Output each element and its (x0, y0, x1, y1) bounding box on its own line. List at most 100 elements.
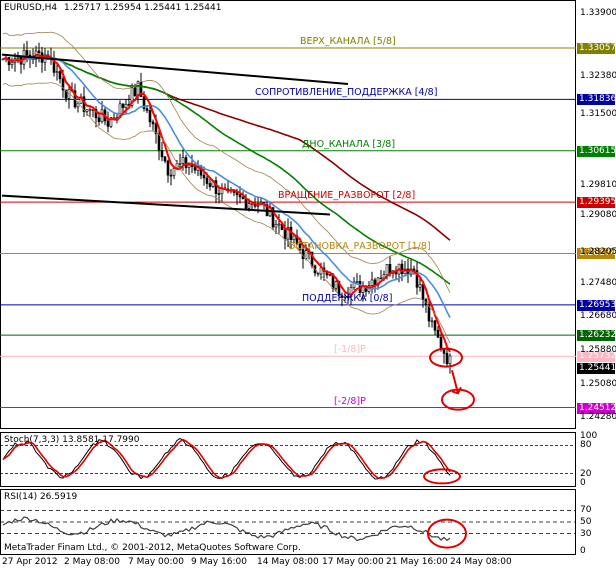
candle-body (298, 243, 302, 250)
price-tick: 1.33900 (580, 7, 616, 18)
candle-body (352, 281, 356, 288)
bollinger-band (2, 82, 451, 344)
candle-body (142, 96, 146, 109)
candle-body (418, 284, 422, 288)
candle-body (340, 295, 344, 298)
level-label: ПОДДЕРЖКА [0/8] (302, 292, 393, 304)
rsi-ellipse (427, 518, 467, 549)
stochastic-pane[interactable] (0, 432, 576, 487)
candle-body (427, 304, 431, 322)
candle-body (214, 180, 218, 194)
candle-body (64, 89, 68, 99)
level-price-tag: 1.29395 (577, 197, 616, 209)
candle-body (271, 207, 275, 228)
candle-body (97, 117, 101, 122)
date-tick: 7 May 00:00 (128, 557, 184, 567)
candle-body (430, 320, 434, 323)
bollinger-band (2, 31, 451, 293)
candle-body (448, 355, 452, 365)
candle-body (10, 61, 14, 66)
candle-body (334, 281, 338, 289)
candle-body (205, 177, 209, 184)
price-chart-pane[interactable] (0, 0, 576, 429)
level-label: ДНО_КАНАЛА [3/8] (302, 138, 396, 150)
candle-body (94, 109, 98, 119)
candle-body (328, 274, 332, 276)
stochastic-title: Stoch(7,3,3) 13.8581 17.7990 (4, 435, 140, 445)
highlight-ellipse (429, 347, 463, 368)
candle-body (274, 224, 278, 228)
candle-body (346, 295, 350, 298)
date-tick: 14 May 08:00 (257, 557, 319, 567)
level-price-tag: 1.25732 (577, 351, 616, 363)
candle-body (244, 198, 248, 209)
stochastic-axis: 100 80 20 0 (576, 431, 616, 488)
candle-body (109, 117, 113, 127)
level-label: [-2/8]P (334, 395, 366, 407)
candle-body (187, 164, 191, 168)
candle-body (178, 163, 182, 165)
candle-body (202, 174, 206, 179)
candle-body (421, 284, 425, 300)
candle-body (388, 264, 392, 274)
level-label: СОПРОТИВЛЕНИЕ_ПОДДЕРЖКА [4/8] (255, 87, 438, 99)
down-arrow-icon (451, 369, 462, 395)
symbol-label: EURUSD,H4 (4, 3, 58, 13)
level-price-tag: 1.24512 (577, 402, 616, 414)
candle-body (145, 108, 149, 111)
price-tick: 1.24280 (580, 412, 616, 423)
candle-body (415, 270, 419, 288)
stochastic-tick: 0 (580, 478, 586, 488)
copyright-text: MetaTrader Finam Ltd., © 2001-2012, Meta… (4, 543, 301, 553)
candle-body (379, 277, 383, 280)
candle-body (133, 87, 137, 97)
level-label: [-1/8]P (334, 344, 366, 356)
price-tick: 1.28205 (580, 247, 616, 258)
stochastic-tick: 20 (580, 468, 592, 479)
rsi-tick: 30 (580, 528, 592, 539)
candle-body (277, 223, 281, 226)
date-tick: 2 May 08:00 (64, 557, 120, 567)
candle-body (217, 193, 221, 195)
stochastic-canvas (0, 437, 576, 485)
candle-body (37, 50, 41, 54)
candle-body (166, 160, 170, 176)
candle-body (88, 109, 92, 111)
candle-body (247, 203, 251, 209)
candle-body (385, 264, 389, 276)
candle-body (286, 226, 290, 240)
stochastic-ellipse (423, 468, 461, 485)
candle-body (85, 109, 89, 112)
candle-body (400, 263, 404, 275)
candle-body (130, 87, 134, 106)
candle-body (160, 150, 164, 158)
level-label: ВРАЩЕНИЕ_РАЗВОРОТ [2/8] (278, 190, 416, 202)
candle-body (16, 56, 20, 59)
candle-body (184, 157, 188, 168)
level-price-tag: 1.31836 (577, 94, 616, 106)
trendline (1, 53, 349, 86)
price-tick: 1.29810 (580, 179, 616, 190)
candle-body (169, 174, 173, 177)
slow-ma-line (2, 56, 451, 285)
candle-body (370, 279, 374, 286)
current-price-tag: 1.25441 (577, 363, 616, 375)
candle-body (436, 329, 440, 338)
price-tick: 1.31500 (580, 108, 616, 119)
candle-body (439, 336, 443, 350)
candle-body (292, 235, 296, 240)
candle-body (442, 348, 446, 354)
rsi-tick: 70 (580, 505, 592, 516)
candle-body (124, 103, 128, 108)
level-price-tag: 1.28174 (577, 248, 616, 260)
candle-body (193, 166, 197, 171)
candle-body (151, 121, 155, 125)
candle-body (154, 123, 158, 134)
rsi-line (2, 516, 451, 542)
candle-body (163, 156, 167, 162)
candle-body (100, 109, 104, 122)
candle-body (445, 353, 449, 365)
date-tick: 9 May 16:00 (191, 557, 247, 567)
price-tick: 1.29080 (580, 210, 616, 221)
candle-body (355, 281, 359, 283)
